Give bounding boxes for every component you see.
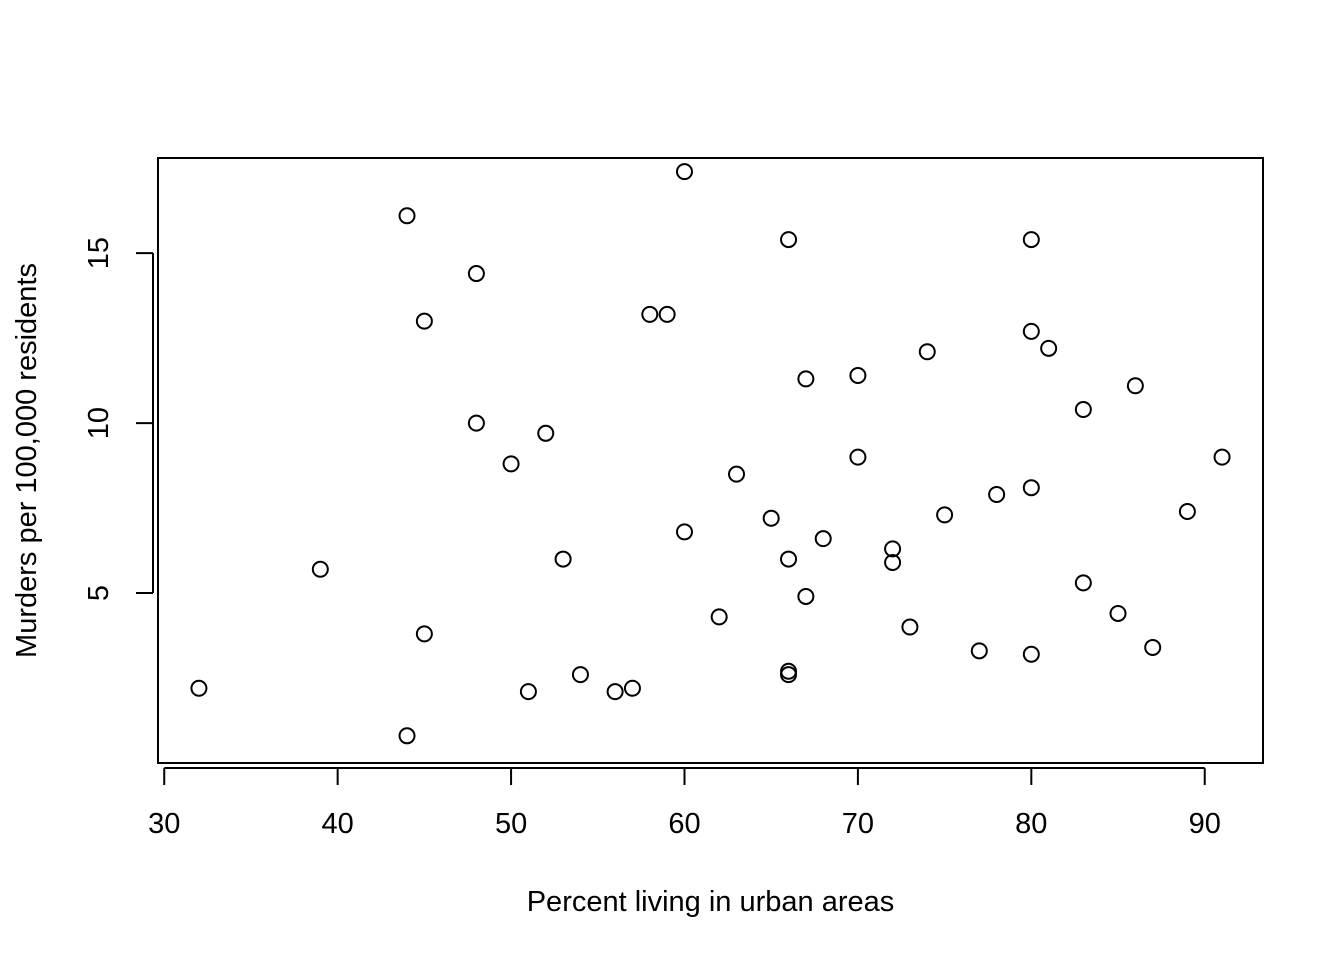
data-point (849, 448, 867, 466)
x-tick-label: 70 (842, 808, 874, 840)
y-axis-label: Murders per 100,000 residents (11, 263, 43, 658)
data-point (415, 312, 433, 330)
x-axis-label: Percent living in urban areas (527, 886, 895, 918)
x-tick-label: 60 (668, 808, 700, 840)
data-point (797, 587, 815, 605)
data-point (467, 414, 485, 432)
data-point (571, 666, 589, 684)
data-point (467, 265, 485, 283)
data-point (1178, 502, 1196, 520)
data-point (849, 367, 867, 385)
data-point (1109, 604, 1127, 622)
data-point (1213, 448, 1231, 466)
data-point (1022, 231, 1040, 249)
plot-box (157, 157, 1264, 764)
data-point (606, 683, 624, 701)
y-axis: 5 10 15 (83, 237, 154, 601)
data-point (1022, 322, 1040, 340)
data-point (814, 530, 832, 548)
data-points (190, 163, 1231, 745)
data-point (1022, 479, 1040, 497)
data-point (884, 540, 902, 558)
data-point (1144, 638, 1162, 656)
y-tick-label: 15 (83, 237, 115, 269)
data-point (519, 683, 537, 701)
data-point (762, 509, 780, 527)
data-point (970, 642, 988, 660)
data-point (1040, 339, 1058, 357)
data-point (780, 231, 798, 249)
data-point (658, 305, 676, 323)
data-point (1074, 574, 1092, 592)
x-tick-label: 30 (148, 808, 180, 840)
x-tick-label: 90 (1189, 808, 1221, 840)
data-point (311, 560, 329, 578)
data-point (797, 370, 815, 388)
data-point (918, 343, 936, 361)
data-point (554, 550, 572, 568)
data-point (780, 666, 798, 684)
data-point (641, 305, 659, 323)
data-point (623, 679, 641, 697)
data-point (710, 608, 728, 626)
data-point (398, 207, 416, 225)
data-point (190, 679, 208, 697)
x-tick-label: 80 (1015, 808, 1047, 840)
data-point (884, 553, 902, 571)
y-tick-label: 5 (83, 585, 115, 601)
data-point (901, 618, 919, 636)
data-point (415, 625, 433, 643)
data-point (675, 163, 693, 181)
data-point (780, 662, 798, 680)
data-point (675, 523, 693, 541)
data-point (780, 550, 798, 568)
data-point (1074, 401, 1092, 419)
x-tick-label: 50 (495, 808, 527, 840)
data-point (728, 465, 746, 483)
data-point (988, 485, 1006, 503)
y-tick-label: 10 (83, 407, 115, 439)
data-point (502, 455, 520, 473)
data-point (1022, 645, 1040, 663)
data-point (1126, 377, 1144, 395)
data-point (936, 506, 954, 524)
data-point (537, 424, 555, 442)
x-axis: 30 40 50 60 70 80 90 (148, 767, 1221, 840)
x-tick-label: 40 (322, 808, 354, 840)
data-point (398, 727, 416, 745)
